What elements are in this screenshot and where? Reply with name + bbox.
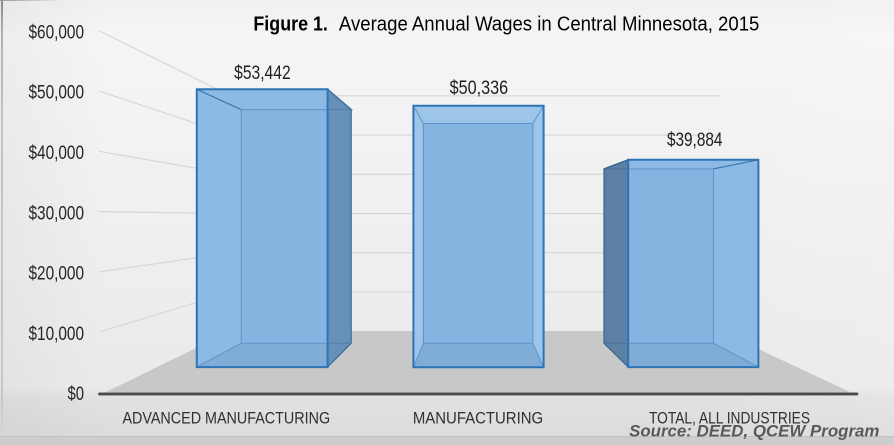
svg-text:Figure 1.: Figure 1. (253, 13, 328, 35)
svg-text:TOTAL, ALL INDUSTRIES: TOTAL, ALL INDUSTRIES (649, 409, 810, 427)
svg-text:$53,442: $53,442 (234, 63, 291, 84)
svg-text:ADVANCED MANUFACTURING: ADVANCED MANUFACTURING (122, 409, 330, 427)
svg-text:MANUFACTURING: MANUFACTURING (413, 409, 543, 427)
svg-text:$20,000: $20,000 (29, 264, 85, 285)
svg-text:$40,000: $40,000 (29, 143, 85, 164)
svg-text:Average Annual Wages in Centra: Average Annual Wages in Central Minnesot… (339, 13, 760, 35)
svg-text:$50,000: $50,000 (29, 83, 85, 104)
svg-text:$60,000: $60,000 (29, 22, 85, 43)
svg-text:$0: $0 (68, 384, 85, 405)
svg-text:Source: DEED, QCEW Program: Source: DEED, QCEW Program (629, 422, 879, 440)
svg-text:$30,000: $30,000 (29, 203, 85, 224)
svg-text:$39,884: $39,884 (667, 130, 723, 151)
svg-text:$50,336: $50,336 (450, 78, 509, 99)
svg-text:$10,000: $10,000 (29, 324, 85, 345)
